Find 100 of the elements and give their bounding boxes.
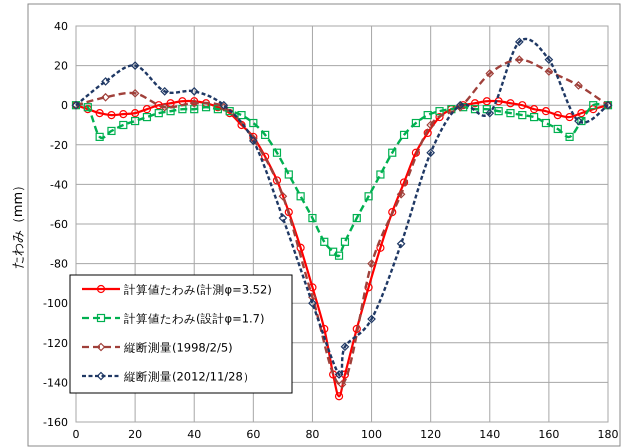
point: [308, 283, 317, 292]
point: [334, 252, 344, 260]
point: [284, 208, 293, 216]
point: [426, 148, 435, 157]
x-tick-label: 80: [305, 428, 320, 441]
point: [482, 97, 491, 106]
point: [160, 103, 169, 112]
point: [589, 101, 598, 110]
point: [412, 118, 420, 128]
point: [142, 112, 152, 122]
point: [340, 370, 350, 379]
point: [278, 214, 287, 222]
point: [296, 244, 305, 252]
point: [261, 130, 270, 139]
point: [424, 111, 432, 120]
point: [486, 109, 494, 118]
point: [272, 148, 282, 157]
point: [542, 118, 550, 128]
point: [178, 97, 186, 106]
point: [178, 105, 186, 114]
point: [554, 111, 562, 120]
x-tick-label: 40: [187, 428, 202, 441]
x-tick-label: 180: [598, 428, 618, 441]
y-tick-label: -160: [43, 416, 68, 429]
point: [237, 111, 246, 120]
x-tick-label: 100: [361, 428, 382, 441]
x-tick-label: 160: [538, 428, 560, 441]
point: [154, 109, 163, 118]
point: [486, 69, 494, 78]
point: [518, 111, 526, 120]
point: [190, 105, 198, 114]
point: [284, 170, 293, 179]
point: [388, 208, 396, 216]
point: [278, 192, 287, 200]
point: [364, 192, 373, 200]
point: [237, 120, 246, 130]
point: [131, 116, 140, 126]
x-tick-label: 60: [246, 428, 260, 441]
point: [166, 99, 175, 108]
point: [400, 130, 408, 139]
y-tick-label: -40: [50, 178, 68, 192]
point: [340, 238, 350, 246]
x-tick-label: 20: [128, 428, 142, 441]
point: [142, 105, 152, 114]
point: [96, 109, 104, 118]
point: [400, 178, 408, 187]
point: [515, 56, 524, 64]
y-tick-label: -140: [43, 376, 68, 390]
point: [101, 93, 110, 102]
point: [119, 120, 128, 130]
point: [131, 62, 140, 70]
point: [119, 110, 128, 118]
x-tick-label: 0: [72, 428, 80, 441]
y-tick-label: -80: [50, 258, 68, 271]
point: [530, 105, 538, 114]
point: [166, 107, 175, 116]
point: [296, 192, 305, 200]
y-tick-label: -20: [50, 138, 68, 152]
point: [101, 77, 110, 86]
point: [367, 260, 376, 268]
point: [388, 148, 396, 157]
legend-label: 計算値たわみ(設計φ=1.7): [124, 312, 264, 326]
point: [329, 248, 338, 256]
point: [202, 99, 210, 108]
point: [544, 67, 553, 76]
point: [308, 299, 317, 308]
point: [340, 342, 350, 351]
point: [249, 118, 258, 128]
point: [190, 97, 198, 106]
point: [589, 105, 598, 114]
point: [352, 324, 361, 334]
point: [334, 370, 344, 379]
point: [261, 152, 270, 161]
point: [470, 105, 480, 114]
y-tick-label: -120: [43, 336, 68, 350]
point: [249, 132, 258, 141]
point: [435, 107, 444, 116]
point: [131, 89, 140, 98]
y-tick-label: 20: [54, 60, 68, 73]
point: [506, 109, 515, 118]
y-tick-label: -100: [43, 297, 68, 310]
y-tick-label: 0: [61, 99, 68, 112]
point: [515, 38, 524, 46]
point: [338, 380, 346, 388]
y-tick-label: 40: [54, 20, 68, 33]
x-tick-label: 140: [479, 428, 500, 441]
point: [272, 176, 282, 185]
point: [530, 112, 538, 122]
legend-label: 縦断測量(2012/11/28）: [123, 370, 255, 384]
point: [574, 81, 583, 90]
point: [494, 107, 503, 116]
point: [494, 97, 503, 106]
point: [412, 148, 420, 157]
point: [352, 214, 361, 222]
point: [376, 244, 385, 252]
point: [470, 99, 480, 108]
point: [154, 101, 163, 110]
point: [107, 126, 116, 136]
point: [426, 120, 435, 130]
point: [320, 238, 328, 246]
